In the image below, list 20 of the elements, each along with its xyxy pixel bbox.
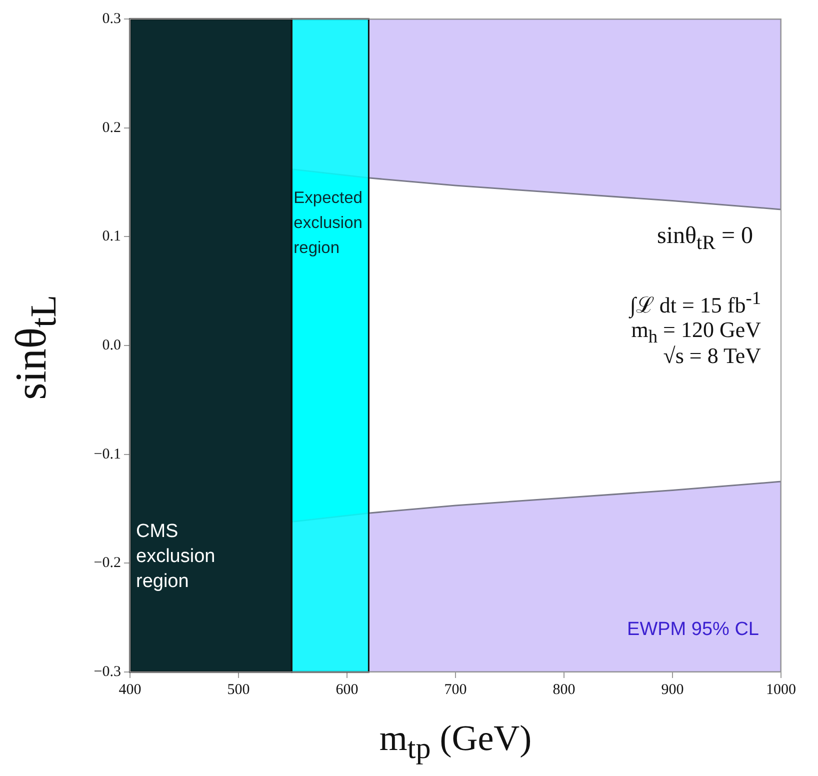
y-tick-label: 0.2 [102, 120, 121, 136]
x-tick-label: 400 [118, 682, 142, 698]
y-tick-label: 0.0 [102, 337, 121, 354]
annotation: sinθ$_{tR}$ = 0 [657, 223, 753, 255]
annotation: ∫ℒ dt = 15 fb$^{-1}$ [630, 288, 761, 318]
x-tick-label: 1000 [766, 682, 796, 698]
band-label: Expected exclusion region [294, 188, 364, 258]
y-tick-label: −0.3 [94, 664, 121, 680]
y-tick-label: 0.3 [102, 10, 121, 27]
y-tick-label: −0.2 [94, 555, 121, 572]
x-tick-label: 700 [444, 682, 467, 698]
x-tick-label: 600 [336, 682, 358, 698]
y-tick-label: −0.1 [94, 446, 121, 462]
band-label: CMS exclusion region [136, 520, 216, 594]
series-label: EWPM 95% CL [627, 618, 759, 642]
x-tick-label: 900 [661, 682, 684, 698]
x-axis-title: m$_{tp}$ (GeV) [378, 717, 533, 766]
x-tick-label: 500 [227, 682, 250, 698]
x-tick-label: 800 [552, 682, 576, 698]
y-tick-label: 0.1 [102, 228, 121, 245]
